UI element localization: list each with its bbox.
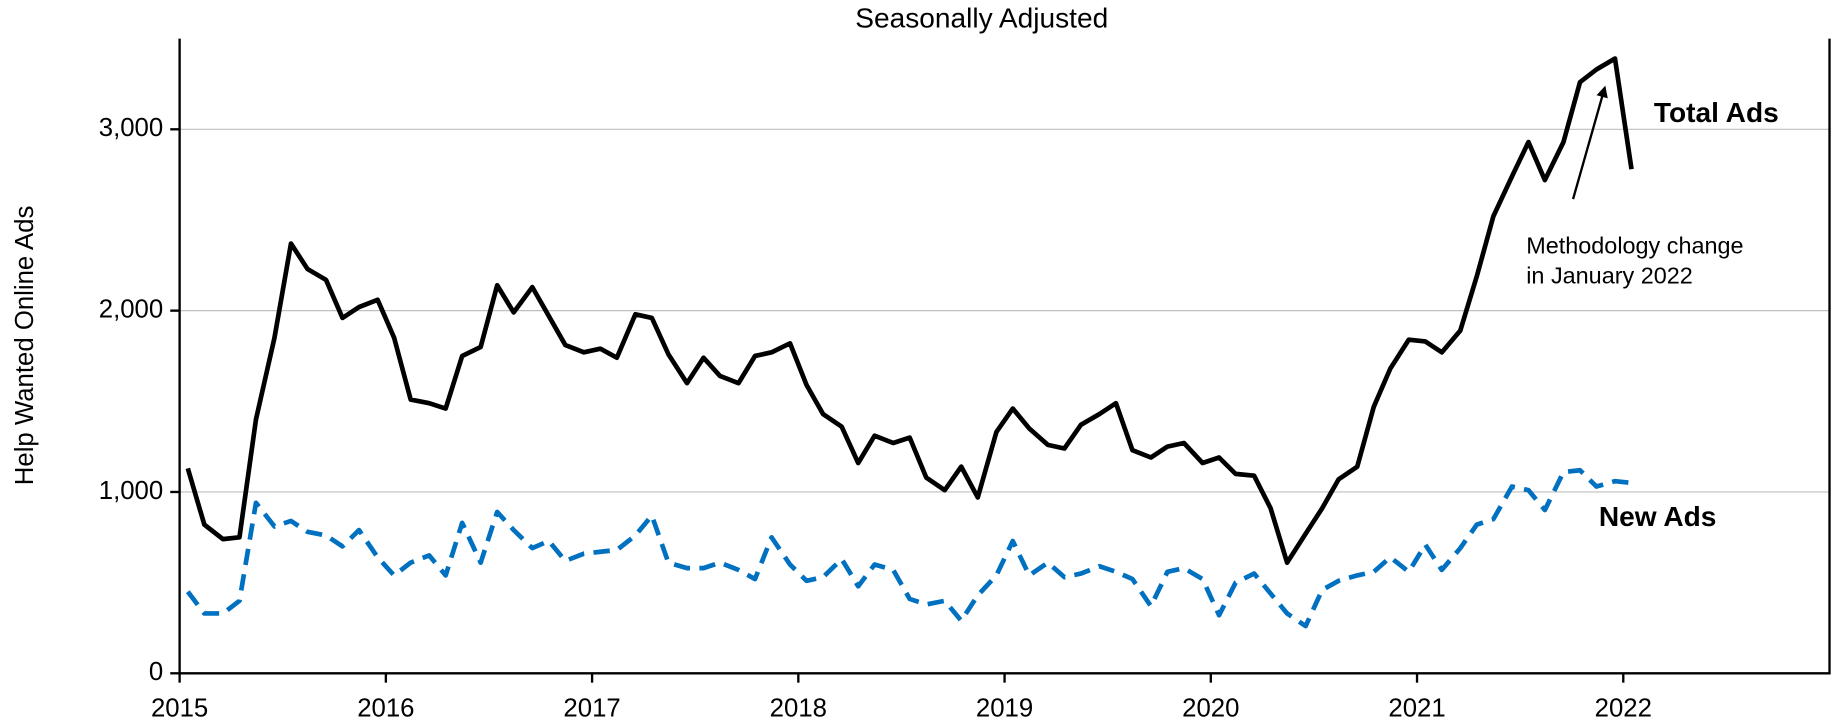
note-background: [1513, 222, 1828, 305]
series-label: New Ads: [1599, 501, 1717, 532]
plot-frame: [178, 38, 1831, 675]
x-tick-label: 2015: [151, 694, 208, 722]
annotation-arrow: [1571, 85, 1608, 200]
x-tick-label: 2019: [976, 694, 1033, 722]
y-tick-label: 1,000: [99, 477, 163, 505]
annotation: in January 2022: [1526, 263, 1693, 289]
line: [185, 56, 1634, 565]
x-tick-label: 2020: [1182, 694, 1239, 722]
x-tick-label: 2016: [357, 694, 414, 722]
x-tick-label: 2021: [1388, 694, 1445, 722]
series-label: Total Ads: [1654, 97, 1779, 128]
line: [185, 467, 1632, 629]
y-tick-label: 3,000: [99, 114, 163, 142]
y-tick-label: 2,000: [99, 295, 163, 323]
annotation: Methodology change: [1526, 232, 1743, 258]
y-axis-label: Help Wanted Online Ads: [11, 206, 39, 486]
x-tick-label: 2017: [563, 694, 620, 722]
chart-title: Seasonally Adjusted: [855, 2, 1108, 33]
x-tick-label: 2022: [1595, 694, 1652, 722]
x-tick-label: 2018: [770, 694, 827, 722]
grid: [179, 128, 1830, 493]
y-tick-label: 0: [149, 658, 163, 686]
